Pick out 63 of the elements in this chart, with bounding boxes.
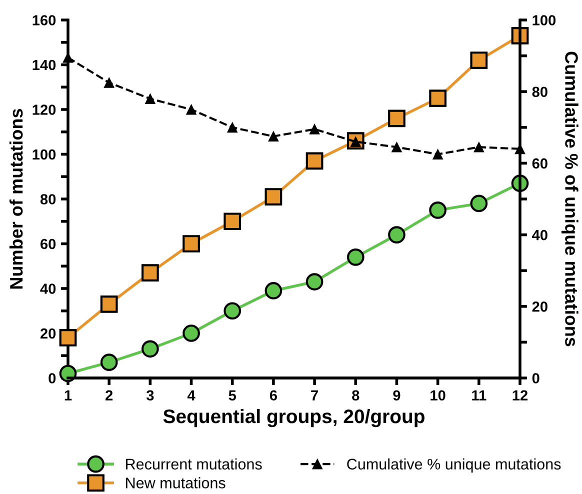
point <box>264 282 282 300</box>
x-tick-label: 9 <box>393 390 400 401</box>
point <box>182 324 200 342</box>
x-tick-label: 8 <box>352 390 360 401</box>
x-tick-label: 7 <box>311 390 318 400</box>
legend-label: Cumulative % unique mutations <box>347 458 561 473</box>
x-axis-title: Sequential groups, 20/group <box>163 408 424 428</box>
point <box>346 248 364 266</box>
point <box>186 104 196 115</box>
x-tick-label: 2 <box>106 390 113 400</box>
point <box>306 273 324 290</box>
point <box>144 94 156 104</box>
y-tick-label: 60 <box>40 238 56 250</box>
y2-tick-label: 80 <box>532 86 548 98</box>
point <box>388 226 406 244</box>
point <box>100 354 118 372</box>
y-axis-title: Number of mutations <box>9 108 23 289</box>
point <box>59 329 77 346</box>
y-tick-label: 140 <box>32 60 56 70</box>
y-tick-label: 40 <box>40 284 56 294</box>
x-tick-label: 12 <box>512 390 528 400</box>
point <box>474 142 484 152</box>
point <box>182 235 200 252</box>
point <box>104 77 114 88</box>
point <box>227 122 238 133</box>
point <box>306 152 324 170</box>
point <box>268 131 279 142</box>
point <box>470 194 488 212</box>
point <box>264 188 282 206</box>
point <box>388 110 406 128</box>
y-tick-label: 100 <box>32 149 56 160</box>
y-tick-label: 20 <box>40 328 56 339</box>
y2-tick-label: 20 <box>532 302 548 312</box>
point <box>142 340 159 358</box>
point <box>224 302 242 320</box>
point <box>429 90 446 107</box>
legend-label: Recurrent mutations <box>126 458 262 470</box>
x-tick-label: 1 <box>64 390 72 400</box>
point <box>432 149 444 160</box>
point <box>224 212 242 230</box>
x-tick-label: 11 <box>472 390 486 400</box>
point <box>429 202 446 219</box>
y-tick-label: 80 <box>40 194 56 204</box>
x-tick-label: 4 <box>187 390 196 400</box>
point <box>142 264 159 282</box>
point <box>309 124 320 134</box>
y2-tick-label: 60 <box>532 158 548 169</box>
y2-tick-label: 100 <box>532 15 556 26</box>
point <box>100 295 118 313</box>
y2-tick-label: 0 <box>532 373 540 384</box>
y2-axis-title: Cumulative % of unique mutations <box>562 52 578 346</box>
legend-label: New mutations <box>126 477 226 488</box>
point <box>392 142 402 152</box>
x-tick-label: 10 <box>430 390 446 401</box>
x-tick-label: 3 <box>146 390 154 401</box>
point <box>59 364 77 382</box>
y-tick-label: 0 <box>48 373 56 384</box>
y2-tick-label: 40 <box>532 230 548 240</box>
y-tick-label: 120 <box>32 104 56 115</box>
x-tick-label: 5 <box>228 390 236 401</box>
x-tick-label: 6 <box>270 390 277 401</box>
point <box>470 52 488 69</box>
y-tick-label: 160 <box>32 15 56 26</box>
